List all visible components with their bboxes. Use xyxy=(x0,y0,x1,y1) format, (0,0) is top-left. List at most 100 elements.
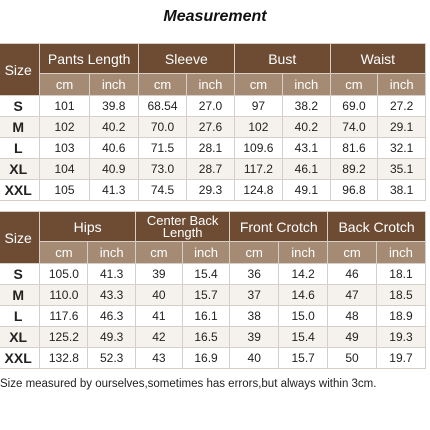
value-cell: 40.2 xyxy=(88,116,139,138)
value-cell: 125.2 xyxy=(39,326,89,348)
size-cell: M xyxy=(0,116,41,138)
unit-label: inch xyxy=(88,73,139,96)
value-cell: 71.5 xyxy=(137,137,188,159)
value-cell: 15.7 xyxy=(278,347,329,369)
table-header-row: Size Hips Center Back Length Front Crotc… xyxy=(0,211,426,264)
unit-label: cm xyxy=(39,241,89,264)
value-cell: 27.6 xyxy=(186,116,235,138)
header-pants-length: Pants Length xyxy=(39,43,139,74)
value-cell: 43 xyxy=(134,347,183,369)
header-waist: Waist xyxy=(329,43,427,74)
value-cell: 16.1 xyxy=(181,305,231,327)
header-front-crotch: Front Crotch xyxy=(229,211,329,242)
table-row: XL 104 40.9 73.0 28.7 117.2 46.1 89.2 35.1 xyxy=(0,158,426,180)
unit-label: cm xyxy=(329,73,379,96)
table-row: L 103 40.6 71.5 28.1 109.6 43.1 81.6 32.1 xyxy=(0,137,426,159)
value-cell: 101 xyxy=(39,95,90,117)
value-cell: 104 xyxy=(39,158,90,180)
value-cell: 15.0 xyxy=(278,305,329,327)
value-cell: 46.3 xyxy=(87,305,136,327)
value-cell: 14.6 xyxy=(278,284,329,306)
page-title: Measurement xyxy=(163,8,267,25)
value-cell: 16.5 xyxy=(181,326,231,348)
value-cell: 46 xyxy=(327,263,377,285)
value-cell: 14.2 xyxy=(278,263,329,285)
value-cell: 47 xyxy=(327,284,377,306)
value-cell: 19.3 xyxy=(375,326,427,348)
value-cell: 27.0 xyxy=(186,95,235,117)
value-cell: 103 xyxy=(39,137,90,159)
value-cell: 29.3 xyxy=(186,179,235,201)
table-row: M 110.0 43.3 40 15.7 37 14.6 47 18.5 xyxy=(0,284,427,306)
value-cell: 27.2 xyxy=(377,95,426,117)
value-cell: 36 xyxy=(229,263,280,285)
value-cell: 117.6 xyxy=(39,305,89,327)
value-cell: 48 xyxy=(327,305,377,327)
table-row: XXL 105 41.3 74.5 29.3 124.8 49.1 96.8 38.1 xyxy=(0,179,426,201)
unit-label: cm xyxy=(327,241,377,264)
value-cell: 15.4 xyxy=(278,326,329,348)
value-cell: 41 xyxy=(134,305,183,327)
value-cell: 74.5 xyxy=(137,179,188,201)
size-header: Size xyxy=(0,211,41,264)
value-cell: 81.6 xyxy=(329,137,379,159)
value-cell: 28.7 xyxy=(186,158,235,180)
value-cell: 50 xyxy=(327,347,377,369)
value-cell: 29.1 xyxy=(377,116,426,138)
value-cell: 68.54 xyxy=(137,95,188,117)
value-cell: 43.3 xyxy=(87,284,136,306)
measurement-table-2: Size Hips Center Back Length Front Crotc… xyxy=(0,211,427,369)
table-row: M 102 40.2 70.0 27.6 102 40.2 74.0 29.1 xyxy=(0,116,426,138)
value-cell: 69.0 xyxy=(329,95,379,117)
value-cell: 52.3 xyxy=(87,347,136,369)
value-cell: 41.3 xyxy=(88,179,139,201)
unit-label: cm xyxy=(137,73,188,96)
unit-label: inch xyxy=(87,241,136,264)
table-row: XXL 132.8 52.3 43 16.9 40 15.7 50 19.7 xyxy=(0,347,427,369)
value-cell: 110.0 xyxy=(39,284,89,306)
size-note: Size measured by ourselves,sometimes has… xyxy=(0,378,377,390)
header-bust: Bust xyxy=(233,43,331,74)
header-back-crotch: Back Crotch xyxy=(327,211,426,242)
table-row: XL 125.2 49.3 42 16.5 39 15.4 49 19.3 xyxy=(0,326,427,348)
value-cell: 96.8 xyxy=(329,179,379,201)
size-cell: S xyxy=(0,95,41,117)
value-cell: 19.7 xyxy=(375,347,427,369)
value-cell: 89.2 xyxy=(329,158,379,180)
unit-label: inch xyxy=(186,73,235,96)
value-cell: 49 xyxy=(327,326,377,348)
size-cell: L xyxy=(0,305,41,327)
value-cell: 16.9 xyxy=(181,347,231,369)
value-cell: 40 xyxy=(229,347,280,369)
value-cell: 38.2 xyxy=(282,95,331,117)
unit-label: cm xyxy=(134,241,183,264)
value-cell: 70.0 xyxy=(137,116,188,138)
value-cell: 28.1 xyxy=(186,137,235,159)
value-cell: 35.1 xyxy=(377,158,426,180)
size-header: Size xyxy=(0,43,41,96)
value-cell: 38.1 xyxy=(377,179,426,201)
size-cell: XXL xyxy=(0,179,41,201)
unit-label: cm xyxy=(39,73,90,96)
value-cell: 32.1 xyxy=(377,137,426,159)
value-cell: 49.3 xyxy=(87,326,136,348)
value-cell: 38 xyxy=(229,305,280,327)
value-cell: 18.9 xyxy=(375,305,427,327)
value-cell: 40.6 xyxy=(88,137,139,159)
table-header-row: Size Pants Length Sleeve Bust Waist xyxy=(0,43,427,96)
measurement-table-1: Size Pants Length Sleeve Bust Waist cm i… xyxy=(0,43,427,201)
value-cell: 124.8 xyxy=(233,179,284,201)
table-row: L 117.6 46.3 41 16.1 38 15.0 48 18.9 xyxy=(0,305,427,327)
size-cell: XL xyxy=(0,326,41,348)
value-cell: 73.0 xyxy=(137,158,188,180)
value-cell: 97 xyxy=(233,95,284,117)
unit-label: inch xyxy=(278,241,329,264)
unit-row: cm inch cm inch cm inch cm inch xyxy=(0,73,426,96)
value-cell: 39 xyxy=(229,326,280,348)
value-cell: 40 xyxy=(134,284,183,306)
value-cell: 105.0 xyxy=(39,263,89,285)
value-cell: 49.1 xyxy=(282,179,331,201)
value-cell: 40.9 xyxy=(88,158,139,180)
value-cell: 43.1 xyxy=(282,137,331,159)
value-cell: 41.3 xyxy=(87,263,136,285)
